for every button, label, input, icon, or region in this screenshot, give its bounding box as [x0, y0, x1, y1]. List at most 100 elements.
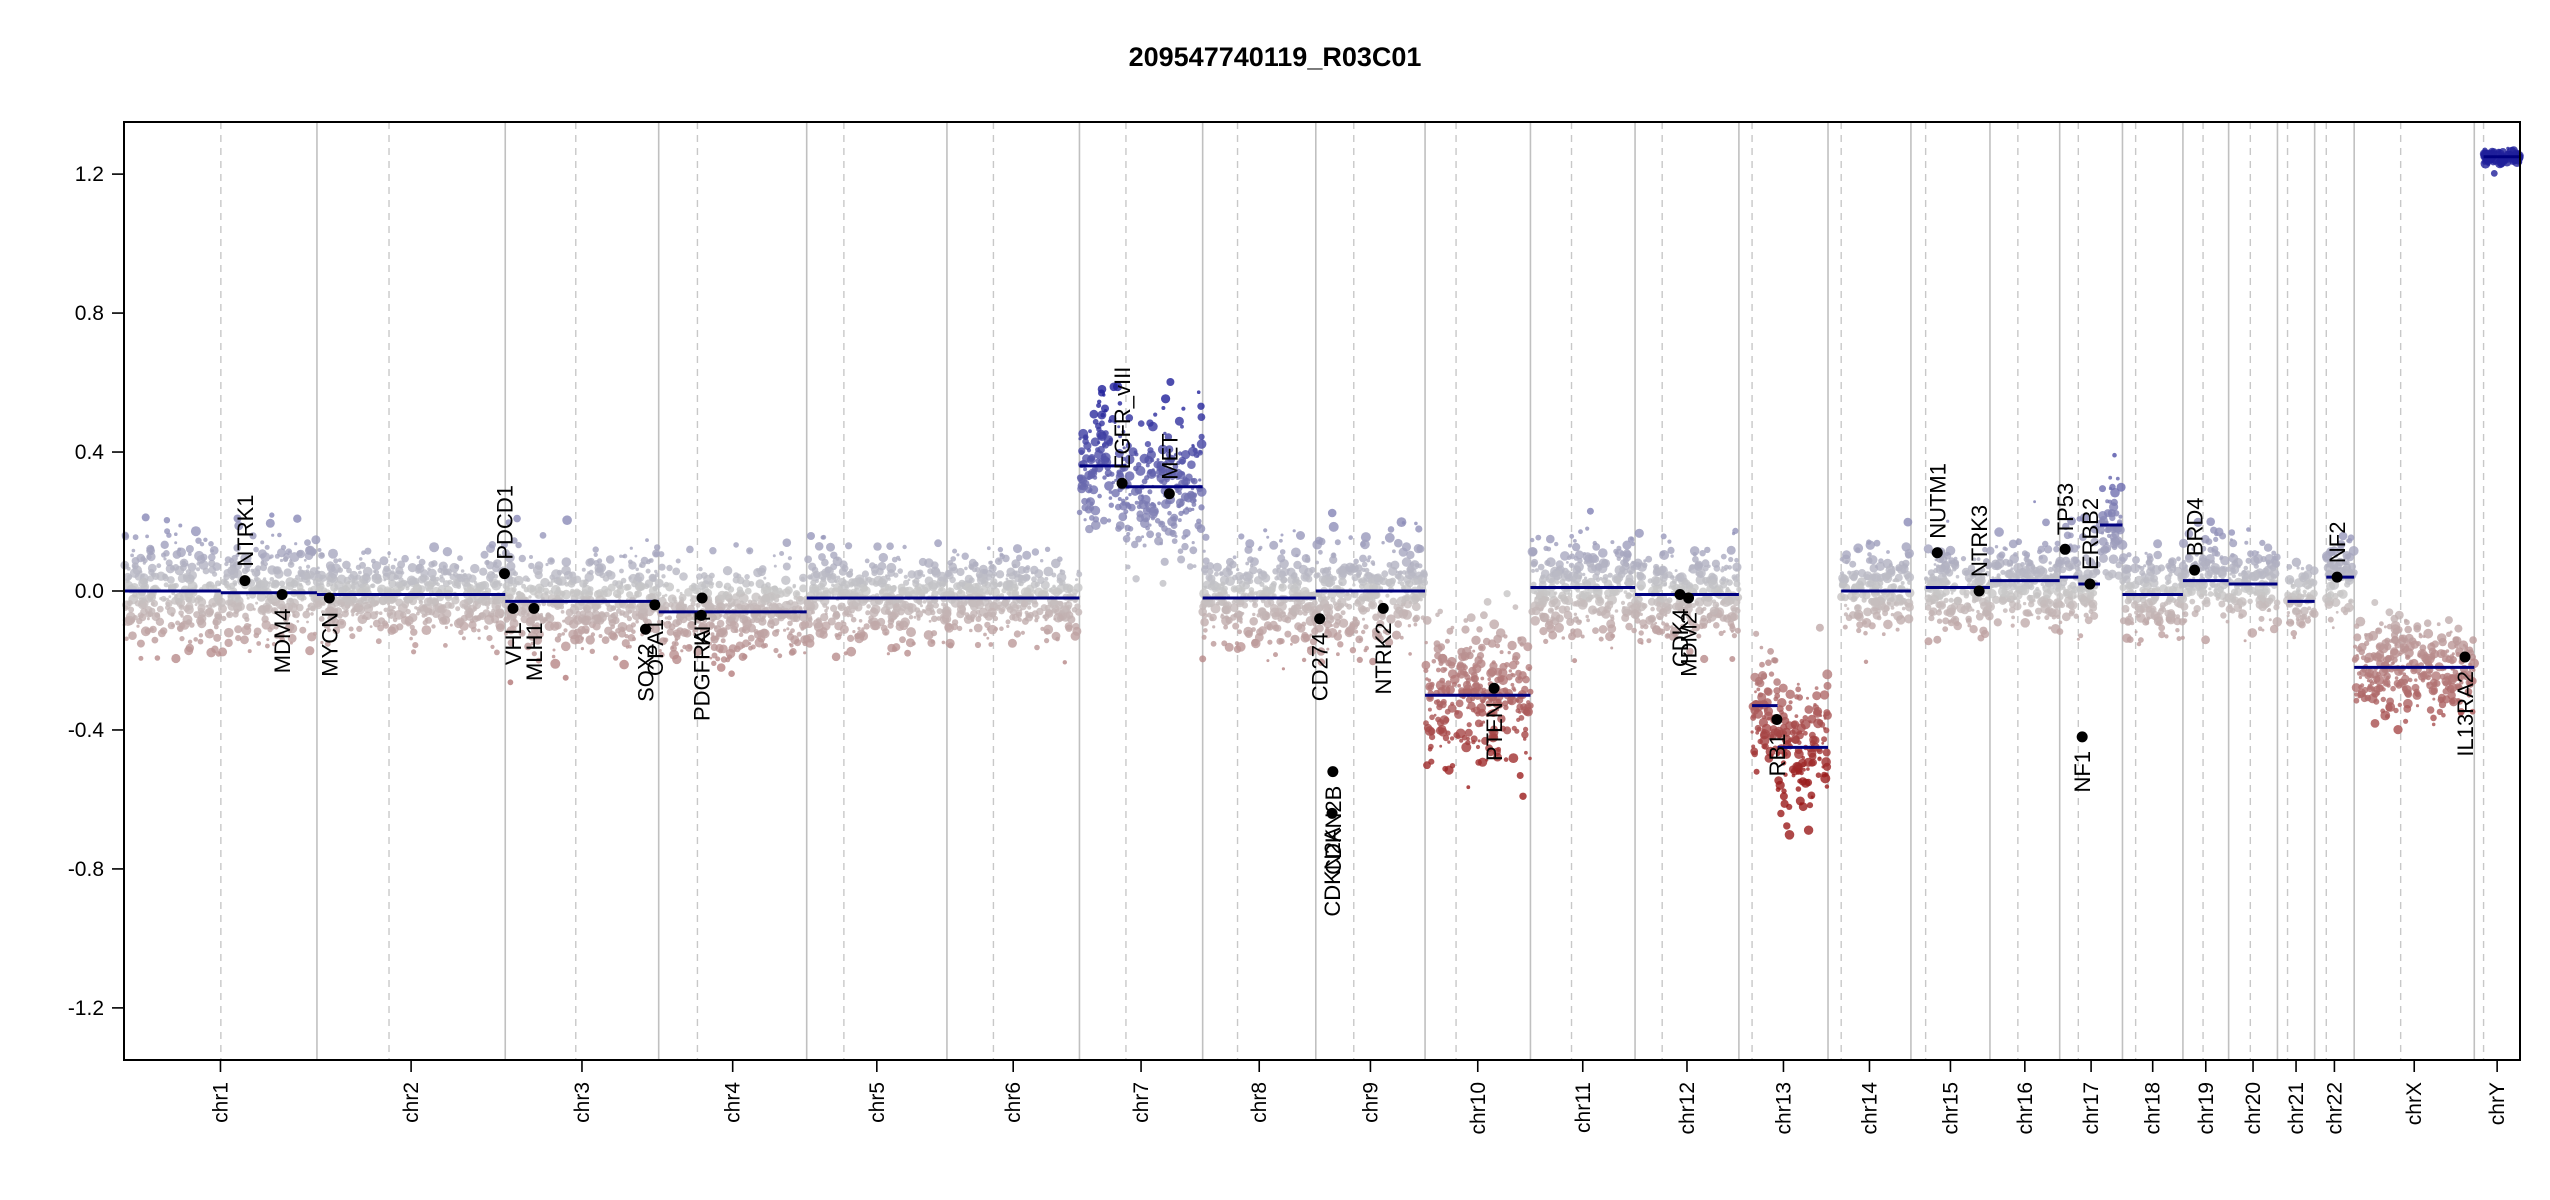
bin-point: [332, 626, 341, 635]
bin-point: [227, 566, 237, 575]
bin-point: [574, 635, 584, 644]
bin-point: [1628, 570, 1632, 574]
bin-point: [1842, 624, 1848, 630]
bin-point: [144, 628, 151, 635]
bin-point: [1578, 529, 1583, 535]
bin-point: [444, 601, 452, 609]
bin-point: [493, 574, 499, 579]
bin-point: [243, 559, 253, 569]
bin-point: [1266, 535, 1270, 539]
bin-point: [748, 642, 752, 646]
bin-point: [692, 629, 696, 633]
bin-point: [344, 610, 348, 614]
bin-point: [321, 610, 325, 614]
bin-point: [597, 558, 603, 564]
bin-point: [634, 554, 638, 558]
bin-point: [1732, 527, 1739, 535]
bin-point: [1034, 618, 1039, 623]
bin-point: [837, 602, 846, 612]
bin-point: [494, 649, 500, 656]
bin-point: [1181, 534, 1187, 540]
bin-point: [631, 580, 638, 588]
bin-point: [423, 597, 433, 606]
bin-point: [1200, 617, 1209, 627]
bin-point: [644, 579, 654, 588]
bin-point: [1249, 563, 1254, 568]
bin-point: [1575, 616, 1579, 620]
bin-point: [781, 600, 792, 611]
bin-point: [1530, 537, 1535, 543]
bin-point: [1385, 593, 1390, 598]
bin-point: [1428, 727, 1436, 736]
bin-point: [1670, 554, 1674, 558]
bin-point: [869, 562, 876, 569]
bin-point: [467, 610, 472, 615]
bin-point: [799, 584, 808, 593]
bin-point: [587, 586, 594, 593]
bin-point: [1108, 496, 1113, 500]
bin-point: [526, 577, 531, 582]
bin-point: [126, 600, 133, 606]
bin-point: [772, 554, 776, 558]
bin-point: [395, 598, 404, 607]
bin-point: [1177, 518, 1182, 523]
bin-point: [1051, 558, 1061, 569]
bin-point: [299, 626, 307, 634]
bin-point: [388, 579, 397, 588]
bin-point: [1585, 526, 1590, 531]
bin-point: [672, 654, 682, 665]
bin-point: [1381, 570, 1389, 578]
bin-point: [1427, 707, 1432, 712]
bin-point: [293, 514, 302, 523]
bin-point: [1427, 678, 1432, 683]
bin-point: [492, 599, 497, 604]
bin-point: [154, 655, 161, 661]
bin-point: [1856, 627, 1862, 634]
bin-point: [1058, 600, 1064, 607]
bin-point: [1044, 638, 1050, 644]
bin-point: [708, 641, 712, 646]
bin-point: [317, 585, 324, 592]
bin-point: [491, 608, 495, 613]
bin-point: [269, 554, 274, 559]
bin-point: [1465, 681, 1470, 685]
bin-point: [180, 592, 188, 601]
bin-point: [1543, 638, 1549, 645]
bin-point: [200, 553, 208, 561]
bin-point: [1566, 561, 1569, 564]
bin-point: [187, 562, 197, 572]
bin-point: [863, 623, 870, 630]
bin-point: [1791, 773, 1796, 778]
bin-point: [699, 629, 704, 633]
bin-point: [748, 645, 753, 651]
bin-point: [1814, 686, 1819, 690]
bin-point: [1609, 600, 1614, 605]
bin-point: [178, 523, 183, 528]
bin-point: [1581, 578, 1588, 585]
bin-point: [619, 584, 624, 589]
bin-point: [625, 603, 636, 614]
bin-point: [1013, 570, 1021, 578]
bin-point: [252, 607, 256, 611]
bin-point: [1280, 533, 1284, 537]
bin-point: [1232, 555, 1237, 560]
bin-point: [165, 559, 173, 567]
bin-point: [1598, 636, 1604, 642]
bin-point: [1636, 595, 1643, 603]
bin-point: [783, 628, 787, 632]
bin-point: [1362, 617, 1365, 621]
bin-point: [1503, 590, 1511, 598]
bin-point: [1330, 624, 1334, 627]
bin-point: [724, 603, 728, 607]
bin-point: [303, 558, 307, 562]
bin-point: [1675, 572, 1685, 582]
bin-point: [1083, 441, 1092, 450]
bin-point: [1062, 660, 1068, 665]
bin-point: [1097, 493, 1102, 499]
bin-point: [930, 639, 935, 644]
bin-point: [1202, 533, 1210, 541]
bin-point: [1561, 636, 1566, 640]
bin-point: [626, 591, 634, 599]
bin-point: [312, 577, 322, 587]
bin-point: [1227, 570, 1233, 576]
